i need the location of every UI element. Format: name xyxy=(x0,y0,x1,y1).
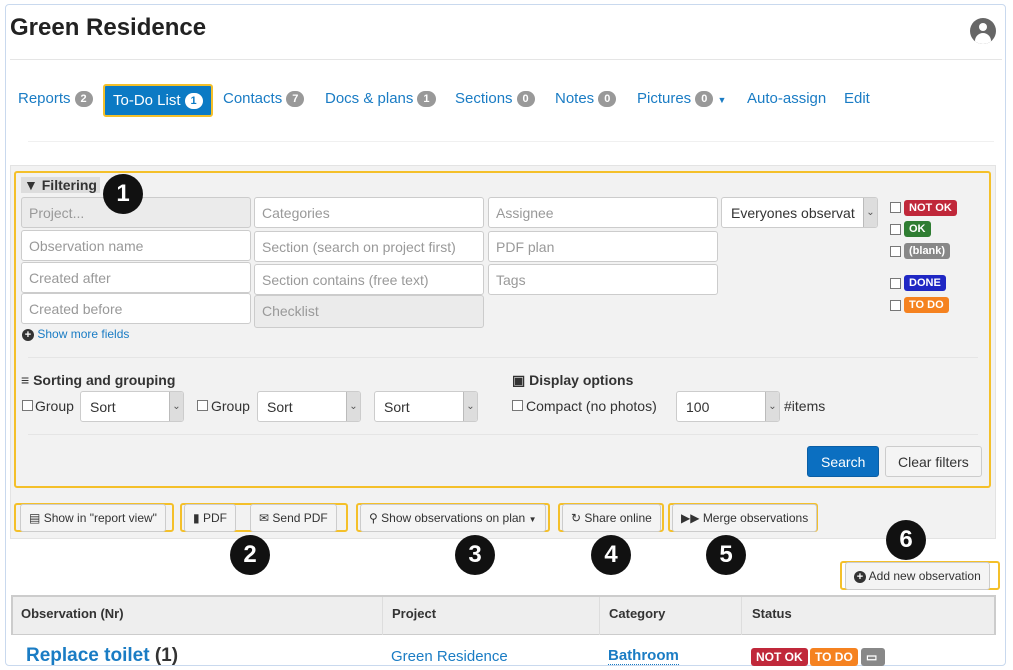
done-checkbox[interactable] xyxy=(890,278,901,289)
group-checkbox-1[interactable] xyxy=(22,400,33,411)
show-more-fields-link[interactable]: + Show more fields xyxy=(22,327,129,341)
blank-checkbox[interactable] xyxy=(890,246,901,257)
share-icon: ↻ xyxy=(571,511,582,525)
caret-down-icon: ▼ xyxy=(717,95,727,105)
status-todo[interactable]: TO DO xyxy=(810,648,858,666)
chevron-down-icon: ⌄ xyxy=(863,198,877,227)
divider xyxy=(10,59,1002,60)
observation-link[interactable]: Replace toilet xyxy=(26,645,150,666)
report-view-button[interactable]: ▤ Show in "report view" xyxy=(20,504,166,532)
sort-select-1[interactable]: Sort ⌄ xyxy=(80,391,184,422)
project-input[interactable]: Project... xyxy=(21,197,251,228)
callout-3: 3 xyxy=(455,535,495,575)
callout-6: 6 xyxy=(886,520,926,560)
add-observation-button[interactable]: + Add new observation xyxy=(845,562,990,590)
created-after-input[interactable]: Created after xyxy=(21,262,251,293)
checklist-input[interactable]: Checklist xyxy=(254,295,484,328)
sort-icon: ≡ xyxy=(21,372,30,388)
group-label-1: Group xyxy=(35,398,74,414)
column-observation[interactable]: Observation (Nr) xyxy=(21,606,124,621)
display-heading: ▣ Display options xyxy=(512,372,634,388)
callout-5: 5 xyxy=(706,535,746,575)
filtering-heading: ▼ Filtering xyxy=(21,177,100,193)
tab-docs-plans[interactable]: Docs & plans 1 xyxy=(325,90,436,107)
pdf-plan-input[interactable]: PDF plan xyxy=(488,231,718,262)
list-icon: ▤ xyxy=(29,511,41,525)
table-row: Replace toilet (1) xyxy=(26,645,179,666)
sorting-heading: ≡ Sorting and grouping xyxy=(21,372,176,388)
ok-checkbox[interactable] xyxy=(890,224,901,235)
tab-notes[interactable]: Notes 0 xyxy=(555,90,617,107)
status-label-blank: (blank) xyxy=(904,243,951,259)
image-icon: ▣ xyxy=(512,372,526,388)
merge-observations-button[interactable]: ▶▶ Merge observations xyxy=(672,504,818,532)
plus-circle-icon: + xyxy=(854,571,866,583)
todo-checkbox[interactable] xyxy=(890,300,901,311)
items-label: #items xyxy=(784,398,826,414)
tab-pictures[interactable]: Pictures 0 ▼ xyxy=(637,90,727,107)
status-label-todo: TO DO xyxy=(904,297,949,313)
callout-1: 1 xyxy=(103,174,143,214)
tab-reports[interactable]: Reports 2 xyxy=(18,90,93,107)
clear-filters-button[interactable]: Clear filters xyxy=(885,446,982,477)
owner-select[interactable]: Everyones observat ⌄ xyxy=(721,197,878,228)
caret-down-icon: ▼ xyxy=(528,515,537,524)
table-header xyxy=(11,595,996,635)
file-icon: ▮ xyxy=(193,511,200,525)
search-button[interactable]: Search xyxy=(807,446,880,477)
plus-circle-icon: + xyxy=(22,329,34,341)
compact-checkbox[interactable] xyxy=(512,400,523,411)
callout-4: 4 xyxy=(591,535,631,575)
envelope-icon: ✉ xyxy=(259,511,270,525)
status-label-done: DONE xyxy=(904,275,946,291)
category-link[interactable]: Bathroom xyxy=(608,647,679,665)
sort-select-2[interactable]: Sort ⌄ xyxy=(257,391,361,422)
group-label-2: Group xyxy=(211,398,250,414)
observation-name-input[interactable]: Observation name xyxy=(21,230,251,261)
status-not-ok[interactable]: NOT OK xyxy=(751,648,808,666)
chevron-down-icon: ⌄ xyxy=(463,392,477,421)
status-label-not-ok: NOT OK xyxy=(904,200,957,216)
project-link[interactable]: Green Residence xyxy=(391,648,508,665)
chevron-down-icon: ⌄ xyxy=(169,392,183,421)
created-before-input[interactable]: Created before xyxy=(21,293,251,324)
chevron-down-icon: ⌄ xyxy=(765,392,779,421)
callout-2: 2 xyxy=(230,535,270,575)
tags-input[interactable]: Tags xyxy=(488,264,718,295)
section-input[interactable]: Section (search on project first) xyxy=(254,231,484,262)
show-on-plan-button[interactable]: ⚲ Show observations on plan ▼ xyxy=(360,504,546,532)
tab-sections[interactable]: Sections 0 xyxy=(455,90,535,107)
tab-todo-list[interactable]: To-Do List 1 xyxy=(103,84,213,117)
tab-auto-assign[interactable]: Auto-assign xyxy=(747,90,827,107)
status-label-ok: OK xyxy=(904,221,931,237)
filter-icon: ▼ xyxy=(24,177,38,193)
divider xyxy=(28,141,994,142)
column-status[interactable]: Status xyxy=(752,606,792,621)
sort-select-3[interactable]: Sort ⌄ xyxy=(374,391,478,422)
page-frame xyxy=(5,4,1006,666)
pdf-button[interactable]: ▮ PDF xyxy=(184,504,236,532)
column-category[interactable]: Category xyxy=(609,606,666,621)
section-contains-input[interactable]: Section contains (free text) xyxy=(254,264,484,295)
map-marker-icon: ⚲ xyxy=(369,511,378,525)
divider xyxy=(28,357,978,358)
comment-icon[interactable]: ▭ xyxy=(861,648,885,666)
tab-edit[interactable]: Edit xyxy=(844,90,870,107)
chevron-down-icon: ⌄ xyxy=(346,392,360,421)
not-ok-checkbox[interactable] xyxy=(890,202,901,213)
divider xyxy=(28,434,978,435)
page-title: Green Residence xyxy=(10,14,207,41)
tab-contacts[interactable]: Contacts 7 xyxy=(223,90,305,107)
user-circle-icon[interactable] xyxy=(970,18,996,44)
categories-input[interactable]: Categories xyxy=(254,197,484,228)
share-online-button[interactable]: ↻ Share online xyxy=(562,504,661,532)
column-project[interactable]: Project xyxy=(392,606,437,621)
compact-label: Compact (no photos) xyxy=(526,398,657,414)
highlight-filtering xyxy=(14,171,991,488)
fast-forward-icon: ▶▶ xyxy=(681,511,700,525)
assignee-input[interactable]: Assignee xyxy=(488,197,718,228)
group-checkbox-2[interactable] xyxy=(197,400,208,411)
send-pdf-button[interactable]: ✉ Send PDF xyxy=(250,504,337,532)
items-select[interactable]: 100 ⌄ xyxy=(676,391,780,422)
